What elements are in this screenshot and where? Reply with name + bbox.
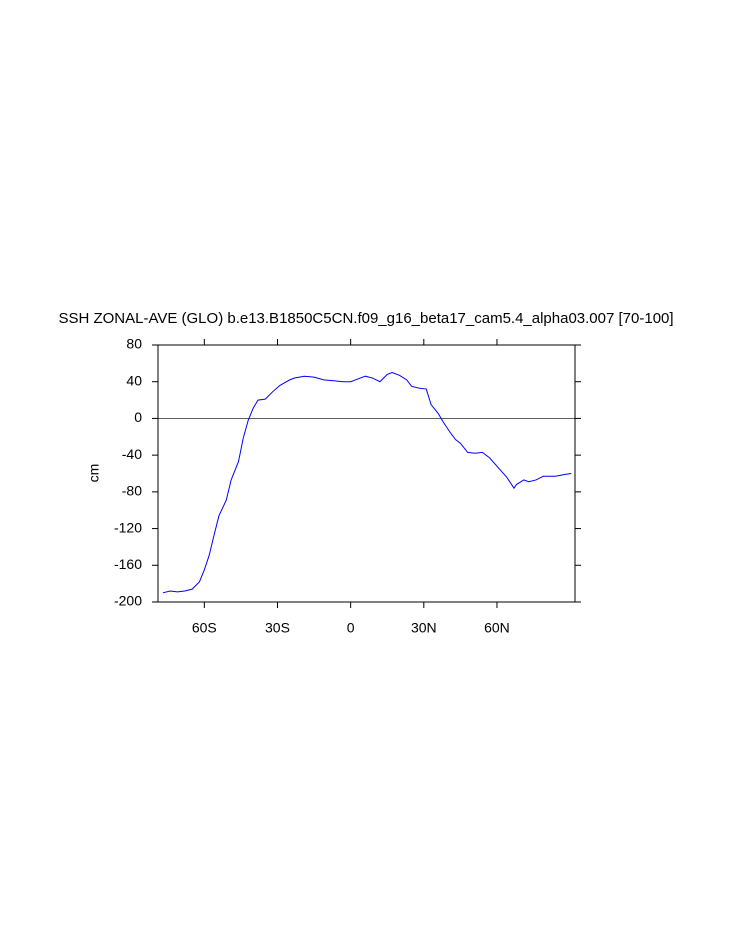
- x-tick-label: 60S: [192, 620, 217, 636]
- y-tick-label: -160: [114, 556, 142, 572]
- x-tick-label: 0: [347, 620, 355, 636]
- x-tick-label: 30N: [411, 620, 437, 636]
- y-tick-label: 0: [134, 409, 142, 425]
- y-tick-label: 40: [126, 372, 142, 388]
- x-tick-label: 30S: [265, 620, 290, 636]
- y-tick-label: 80: [126, 336, 142, 352]
- chart-title: SSH ZONAL-AVE (GLO) b.e13.B1850C5CN.f09_…: [58, 310, 673, 327]
- y-axis-label: cm: [86, 464, 102, 483]
- y-tick-label: -80: [122, 483, 142, 499]
- x-tick-label: 60N: [484, 620, 510, 636]
- data-line: [162, 372, 572, 594]
- y-tick-label: -40: [122, 446, 142, 462]
- y-tick-label: -200: [114, 593, 142, 609]
- plot-frame: [157, 344, 576, 603]
- y-tick-label: -120: [114, 519, 142, 535]
